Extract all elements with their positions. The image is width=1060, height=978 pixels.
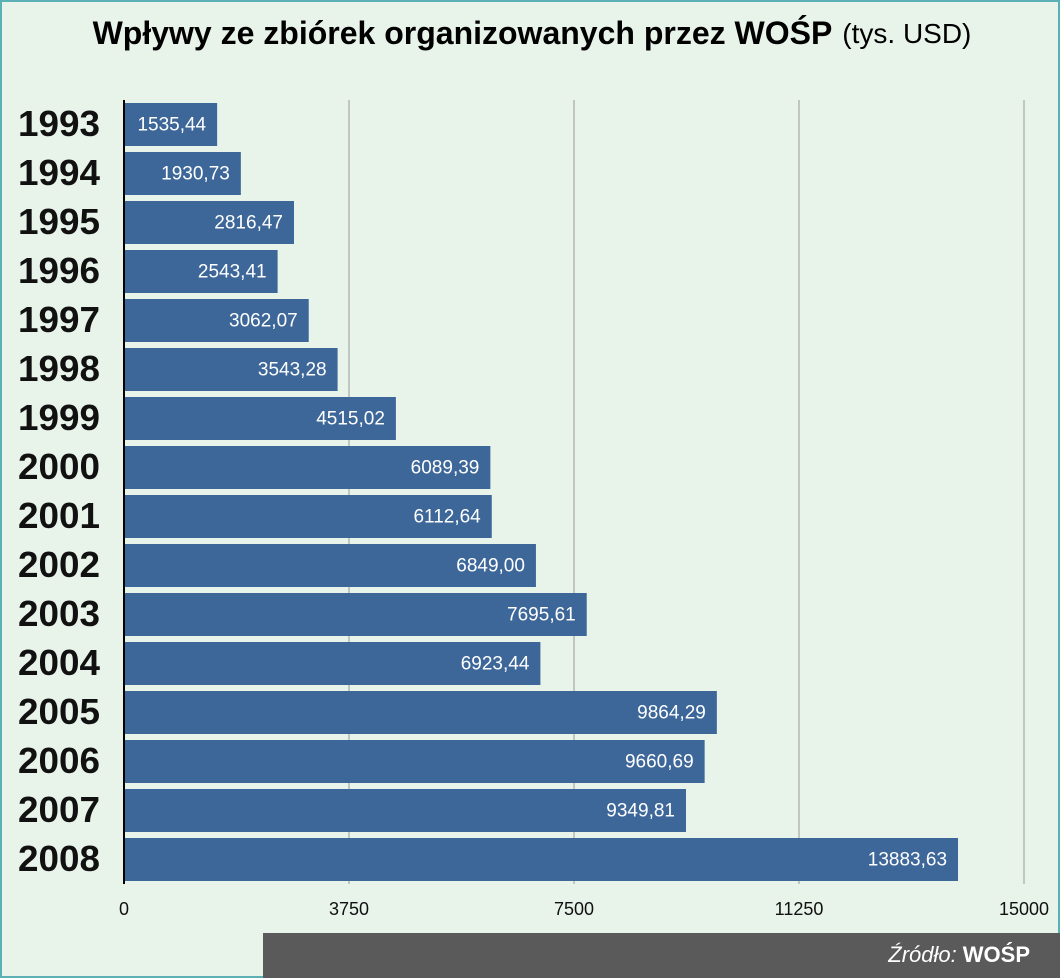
data-label: 7695,61 xyxy=(507,605,576,626)
chart-title: Wpływy ze zbiórek organizowanych przez W… xyxy=(93,15,972,51)
y-tick-label: 1993 xyxy=(18,103,100,144)
y-tick-label: 1995 xyxy=(18,201,100,242)
y-tick-label: 2008 xyxy=(18,838,100,879)
bar xyxy=(125,103,218,146)
y-tick-label: 2003 xyxy=(18,593,100,634)
y-tick-label: 2001 xyxy=(18,495,100,536)
x-tick-label: 0 xyxy=(119,899,129,919)
y-tick-label: 2000 xyxy=(18,446,100,487)
y-tick-label: 1998 xyxy=(18,348,100,389)
data-label: 6089,39 xyxy=(411,458,480,479)
data-label: 2543,41 xyxy=(198,262,267,283)
y-tick-label: 2005 xyxy=(18,691,100,732)
bar xyxy=(125,299,309,342)
bar xyxy=(125,152,241,195)
bar xyxy=(125,642,541,685)
source-name: WOŚP xyxy=(963,942,1030,967)
data-label: 9349,81 xyxy=(606,801,675,822)
data-label: 1930,73 xyxy=(161,164,230,185)
data-label: 13883,63 xyxy=(868,850,947,871)
data-label: 1535,44 xyxy=(137,115,206,136)
data-label: 6923,44 xyxy=(461,654,530,675)
y-tick-label: 2004 xyxy=(18,642,100,683)
bar xyxy=(125,495,492,538)
source-label: Źródło: xyxy=(887,942,956,967)
x-tick-label: 3750 xyxy=(329,899,369,919)
data-label: 6112,64 xyxy=(413,507,481,528)
bar xyxy=(125,593,587,636)
bar xyxy=(125,201,294,244)
bar xyxy=(125,838,959,881)
y-tick-label: 2007 xyxy=(18,789,100,830)
title-unit: (tys. USD) xyxy=(842,18,971,49)
x-tick-label: 11250 xyxy=(775,899,824,919)
y-tick-label: 1996 xyxy=(18,250,100,291)
bar xyxy=(125,250,278,293)
bar xyxy=(125,446,491,489)
bar xyxy=(125,397,396,440)
y-tick-label: 2006 xyxy=(18,740,100,781)
y-tick-label: 1994 xyxy=(18,152,100,193)
x-tick-label: 7500 xyxy=(554,899,594,919)
title-main: Wpływy ze zbiórek organizowanych przez W… xyxy=(93,15,833,51)
y-tick-label: 1999 xyxy=(18,397,100,438)
data-label: 6849,00 xyxy=(456,556,525,577)
data-label: 3062,07 xyxy=(229,311,298,332)
bar xyxy=(125,789,686,832)
y-tick-label: 1997 xyxy=(18,299,100,340)
data-label: 2816,47 xyxy=(214,213,283,234)
data-label: 9864,29 xyxy=(637,703,706,724)
x-tick-label: 15000 xyxy=(999,899,1049,919)
bar xyxy=(125,348,338,391)
bar xyxy=(125,544,536,587)
data-label: 3543,28 xyxy=(258,360,327,381)
data-label: 4515,02 xyxy=(316,409,385,430)
source: Źródło: WOŚP xyxy=(887,942,1030,967)
bar xyxy=(125,691,717,734)
source-bar xyxy=(263,933,1060,978)
bar xyxy=(125,740,705,783)
y-tick-label: 2002 xyxy=(18,544,100,585)
data-label: 9660,69 xyxy=(625,752,694,773)
